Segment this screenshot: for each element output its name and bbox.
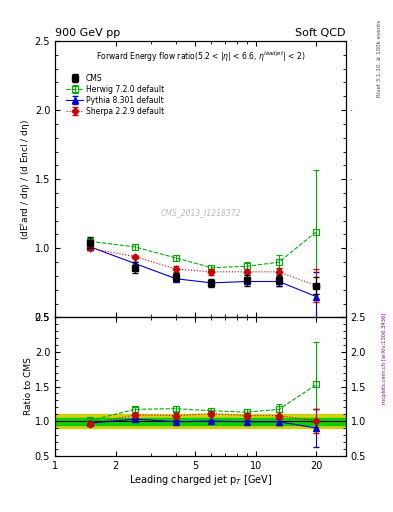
Text: Rivet 3.1.10, ≥ 100k events: Rivet 3.1.10, ≥ 100k events [377,19,382,97]
X-axis label: Leading charged jet p$_{T}$ [GeV]: Leading charged jet p$_{T}$ [GeV] [129,473,272,487]
Y-axis label: Ratio to CMS: Ratio to CMS [24,357,33,416]
Text: Forward Energy flow ratio(5.2 < |$\mathit{\eta}$| < 6.6, $\mathit{\eta}^{leadjet: Forward Energy flow ratio(5.2 < |$\mathi… [96,49,305,63]
Text: mcplots.cern.ch [arXiv:1306.3436]: mcplots.cern.ch [arXiv:1306.3436] [382,313,387,404]
Text: CMS_2013_I1218372: CMS_2013_I1218372 [160,208,241,217]
Legend: CMS, Herwig 7.2.0 default, Pythia 8.301 default, Sherpa 2.2.9 default: CMS, Herwig 7.2.0 default, Pythia 8.301 … [65,72,166,117]
Text: 900 GeV pp: 900 GeV pp [55,28,120,38]
Text: Soft QCD: Soft QCD [296,28,346,38]
Y-axis label: (dE$^{t}$ard / dη) / (d Encl / dη): (dE$^{t}$ard / dη) / (d Encl / dη) [19,119,33,240]
